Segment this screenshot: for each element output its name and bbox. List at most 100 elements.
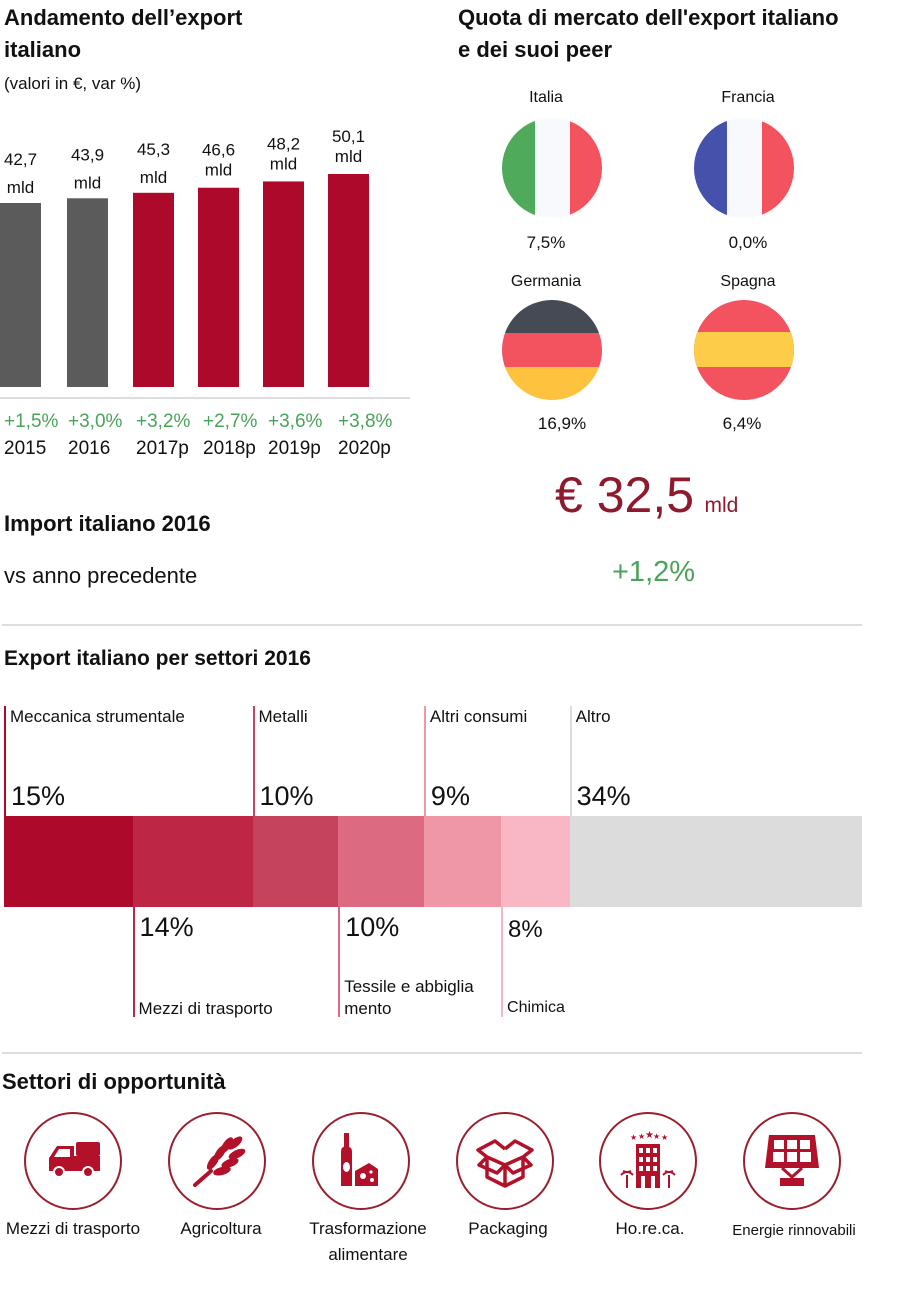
export-trend-title: Andamento dell’export italiano <box>4 2 242 66</box>
wine-cheese-icon <box>341 1133 378 1186</box>
segment-mezzi-di-trasporto <box>132 816 253 907</box>
opportunity-label-text: Mezzi di trasporto <box>5 1219 141 1238</box>
svg-text:★: ★ <box>630 1133 637 1142</box>
bar-value-label: 48,2 <box>267 134 300 153</box>
bar-value-label: 43,9 <box>71 145 104 164</box>
country-name-francia: Francia <box>721 89 775 106</box>
import-amount: € 32,5 <box>555 467 695 523</box>
segment-leader-line <box>501 907 504 1017</box>
bar-value-label: 45,3 <box>137 140 170 159</box>
segment-meccanica-strumentale <box>4 816 133 907</box>
segment-name: Mezzi di trasporto <box>138 999 273 1018</box>
segment-name: Metalli <box>258 707 308 726</box>
bar-2020p <box>328 174 369 387</box>
bar-unit-label: mld <box>7 178 34 197</box>
segment-percent: 34% <box>576 781 631 811</box>
svg-text:★: ★ <box>638 1132 645 1141</box>
segment-name-line2: mento <box>344 999 392 1018</box>
year-label: 2020p <box>338 438 391 459</box>
bar-2015 <box>0 203 41 387</box>
country-share-francia: 0,0% <box>728 233 768 252</box>
truck-icon <box>49 1142 100 1178</box>
sectors-title: Export italiano per settori 2016 <box>4 647 311 670</box>
country-name-spagna: Spagna <box>720 273 776 290</box>
italy-flag-icon <box>502 118 602 218</box>
segment-metalli <box>252 816 339 907</box>
country-share-spagna: 6,4% <box>722 414 762 433</box>
segment-leader-line <box>4 706 6 816</box>
opportunity-packaging <box>456 1112 554 1210</box>
year-label: 2018p <box>203 438 256 459</box>
year-label: 2017p <box>136 438 189 459</box>
import-unit: mld <box>704 494 739 517</box>
germany-flag-icon <box>502 300 602 400</box>
bar-value-label: 50,1 <box>332 127 365 146</box>
change-label: +3,6% <box>268 411 323 432</box>
chart-baseline-divider <box>0 397 410 399</box>
svg-text:★: ★ <box>653 1132 660 1141</box>
section-divider-1 <box>2 624 862 626</box>
change-label: +3,2% <box>136 411 191 432</box>
opportunity-renewables <box>743 1112 841 1210</box>
segment-name: Altro <box>575 707 611 726</box>
segment-percent: 15% <box>11 781 66 811</box>
export-trend-title-line2: italiano <box>4 37 82 62</box>
change-label: +1,5% <box>4 411 59 432</box>
opportunity-horeca: ★ ★ ★ ★ ★ <box>599 1112 697 1210</box>
year-label: 2016 <box>68 438 110 459</box>
bar-value-label: 46,6 <box>202 141 235 160</box>
import-title: Import italiano 2016 <box>4 511 211 536</box>
segment-chimica <box>501 816 571 907</box>
bar-value-label: 42,7 <box>4 150 37 169</box>
country-share-germania: 16,9% <box>537 414 587 433</box>
opportunity-label-agriculture: Agricoltura <box>146 1216 296 1242</box>
change-label: +3,0% <box>68 411 123 432</box>
segment-tessile-e-abbiglia-mento <box>338 816 425 907</box>
bar-unit-label: mld <box>74 173 101 192</box>
segment-altri-consumi <box>423 816 502 907</box>
opportunity-label-text: Energie rinnovabili <box>732 1222 856 1239</box>
svg-text:★: ★ <box>645 1131 654 1141</box>
segment-altro <box>569 816 862 907</box>
opportunity-label-text: Packaging <box>468 1219 548 1238</box>
segment-name: Altri consumi <box>429 707 528 726</box>
country-name-germania: Germania <box>510 273 582 290</box>
segment-percent: 14% <box>139 912 194 942</box>
opportunity-label-packaging: Packaging <box>433 1216 583 1242</box>
opportunity-transport <box>24 1112 122 1210</box>
svg-text:★: ★ <box>661 1133 668 1142</box>
bar-unit-label: mld <box>270 154 297 173</box>
segment-name: Chimica <box>507 999 565 1016</box>
bar-unit-label: mld <box>335 147 362 166</box>
bar-unit-label: mld <box>205 161 232 180</box>
opportunity-food-processing <box>312 1112 410 1210</box>
bar-2016 <box>67 198 108 387</box>
box-icon <box>476 1139 534 1188</box>
segment-name: Meccanica strumentale <box>10 707 185 726</box>
segment-leader-line <box>338 907 341 1017</box>
bar-2019p <box>263 181 304 387</box>
export-trend-chart: 42,7 mld +1,5% 2015 43,9 mld +3,0% 2016 45,3 mld +… <box>0 100 420 470</box>
bar-2017p <box>133 192 174 387</box>
opportunity-label-horeca: Ho.re.ca. <box>575 1216 725 1242</box>
spain-flag-icon <box>694 300 794 400</box>
country-name-italia: Italia <box>529 89 563 106</box>
export-trend-title-line1: Andamento dell’export <box>4 5 243 30</box>
change-label: +3,8% <box>338 411 393 432</box>
year-label: 2019p <box>268 438 321 459</box>
export-trend-svg: 42,7 mld +1,5% 2015 43,9 mld +3,0% 2016 45,3 mld +… <box>0 127 393 459</box>
bar-unit-label: mld <box>140 168 167 187</box>
year-label: 2015 <box>4 438 46 459</box>
wheat-icon <box>193 1136 246 1187</box>
opportunity-label-transport: Mezzi di trasporto <box>0 1216 148 1242</box>
segment-name-line1: Tessile e abbiglia <box>344 977 474 996</box>
import-change: +1,2% <box>612 556 696 588</box>
market-share-title: Quota di mercato dell'export italiano e … <box>458 2 839 66</box>
opportunity-label-food-processing: Trasformazione alimentare <box>293 1216 443 1268</box>
hotel-icon: ★ ★ ★ ★ ★ <box>620 1131 676 1188</box>
change-label: +2,7% <box>203 411 258 432</box>
section-divider-2 <box>2 1052 862 1054</box>
solar-panel-icon <box>765 1135 819 1186</box>
opportunity-label-text: Ho.re.ca. <box>615 1219 685 1238</box>
opportunities-title: Settori di opportunità <box>2 1069 226 1094</box>
